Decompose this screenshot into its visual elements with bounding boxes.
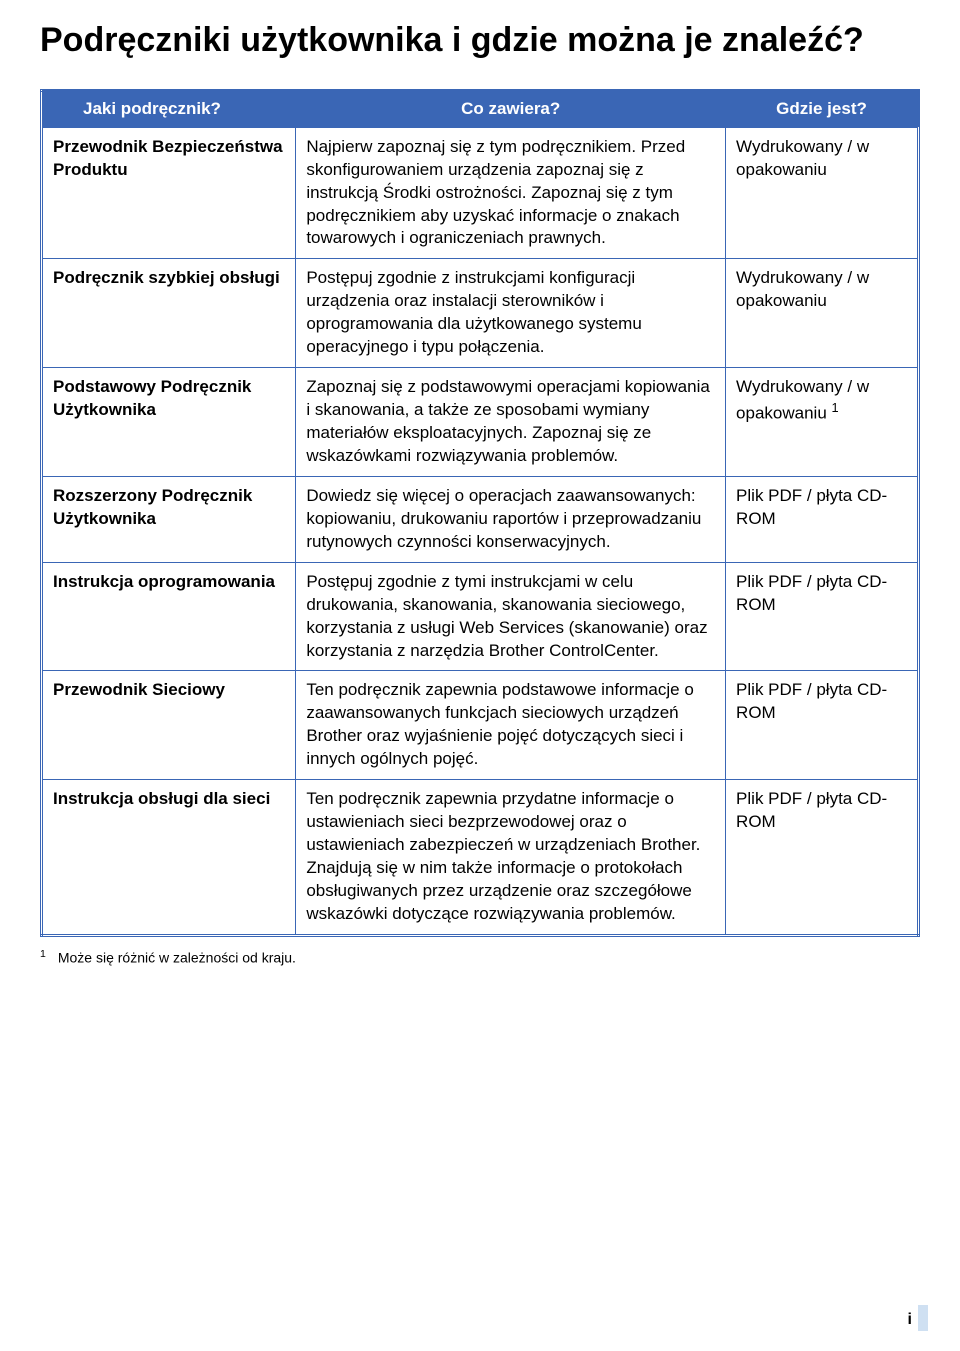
page-title: Podręczniki użytkownika i gdzie można je… <box>40 20 920 61</box>
guide-desc: Ten podręcznik zapewnia przydatne inform… <box>296 780 726 936</box>
footnote-ref: 1 <box>832 400 839 415</box>
guide-name: Podręcznik szybkiej obsługi <box>42 259 296 368</box>
header-where: Gdzie jest? <box>726 90 919 127</box>
header-contents: Co zawiera? <box>296 90 726 127</box>
guide-name: Podstawowy Podręcznik Użytkownika <box>42 368 296 477</box>
guide-desc: Ten podręcznik zapewnia podstawowe infor… <box>296 671 726 780</box>
guide-desc: Dowiedz się więcej o operacjach zaawanso… <box>296 476 726 562</box>
table-row: Instrukcja obsługi dla sieciTen podręczn… <box>42 780 919 936</box>
guide-name: Instrukcja oprogramowania <box>42 562 296 671</box>
footnote-marker: 1 <box>40 948 46 960</box>
table-header-row: Jaki podręcznik? Co zawiera? Gdzie jest? <box>42 90 919 127</box>
guide-name: Instrukcja obsługi dla sieci <box>42 780 296 936</box>
table-body: Przewodnik Bezpieczeństwa ProduktuNajpie… <box>42 127 919 935</box>
table-row: Przewodnik Bezpieczeństwa ProduktuNajpie… <box>42 127 919 259</box>
guide-where: Wydrukowany / w opakowaniu <box>726 259 919 368</box>
table-row: Przewodnik SieciowyTen podręcznik zapewn… <box>42 671 919 780</box>
guide-where: Plik PDF / płyta CD-ROM <box>726 476 919 562</box>
guide-desc: Postępuj zgodnie z tymi instrukcjami w c… <box>296 562 726 671</box>
guide-desc: Postępuj zgodnie z instrukcjami konfigur… <box>296 259 726 368</box>
footnote: 1 Może się różnić w zależności od kraju. <box>40 947 920 968</box>
guide-name: Przewodnik Bezpieczeństwa Produktu <box>42 127 296 259</box>
guide-where: Plik PDF / płyta CD-ROM <box>726 780 919 936</box>
guide-where: Wydrukowany / w opakowaniu 1 <box>726 368 919 477</box>
guide-desc: Zapoznaj się z podstawowymi operacjami k… <box>296 368 726 477</box>
guide-where: Plik PDF / płyta CD-ROM <box>726 562 919 671</box>
guide-name: Rozszerzony Podręcznik Użytkownika <box>42 476 296 562</box>
page-number: i <box>908 1309 912 1331</box>
footnote-text: Może się różnić w zależności od kraju. <box>58 950 296 966</box>
guide-where: Plik PDF / płyta CD-ROM <box>726 671 919 780</box>
guide-where: Wydrukowany / w opakowaniu <box>726 127 919 259</box>
table-row: Rozszerzony Podręcznik UżytkownikaDowied… <box>42 476 919 562</box>
header-which-guide: Jaki podręcznik? <box>42 90 296 127</box>
guide-desc: Najpierw zapoznaj się z tym podręcznikie… <box>296 127 726 259</box>
table-row: Podstawowy Podręcznik UżytkownikaZapozna… <box>42 368 919 477</box>
guides-table: Jaki podręcznik? Co zawiera? Gdzie jest?… <box>40 89 920 937</box>
table-row: Instrukcja oprogramowaniaPostępuj zgodni… <box>42 562 919 671</box>
guide-name: Przewodnik Sieciowy <box>42 671 296 780</box>
table-row: Podręcznik szybkiej obsługiPostępuj zgod… <box>42 259 919 368</box>
